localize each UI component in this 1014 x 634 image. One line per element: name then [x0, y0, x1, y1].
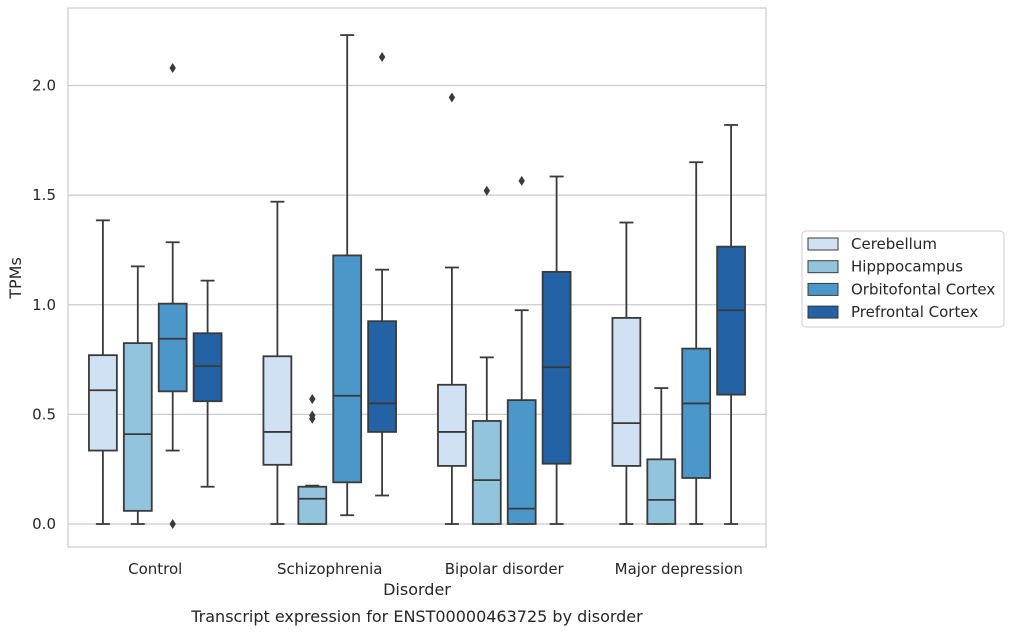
box-iqr: [611, 317, 642, 467]
legend-frame: [801, 230, 1005, 328]
legend-item: Orbitofontal Cortex: [807, 280, 995, 298]
outlier-point: [378, 51, 386, 62]
boxes-layer: [88, 34, 746, 529]
plot-area: [68, 8, 766, 547]
box-cerebellum-schizophrenia: [262, 200, 293, 525]
box-iqr: [122, 342, 153, 512]
legend-label: Hipppocampus: [851, 258, 963, 276]
box-iqr: [646, 458, 677, 525]
legend-swatch: [807, 237, 839, 251]
box-prefrontal-cortex-major-depression: [716, 124, 746, 525]
y-tick-label: 0.0: [32, 515, 56, 533]
box-prefrontal-cortex-control: [192, 279, 223, 488]
legend-label: Cerebellum: [851, 235, 937, 253]
x-tick-label: Major depression: [615, 560, 743, 578]
box-cerebellum-control: [88, 219, 118, 525]
box-orbitofontal-cortex-bipolar-disorder: [506, 175, 537, 525]
box-hipppocampus-bipolar-disorder: [471, 185, 502, 525]
box-hipppocampus-control: [122, 265, 153, 525]
box-prefrontal-cortex-bipolar-disorder: [541, 175, 572, 525]
chart-caption: Transcript expression for ENST0000046372…: [190, 607, 643, 626]
box-cerebellum-bipolar-disorder: [437, 92, 467, 525]
legend-item: Cerebellum: [807, 235, 937, 253]
x-tick-labels: Control Schizophrenia Bipolar disorder Majo…: [128, 560, 743, 578]
box-iqr: [88, 354, 118, 452]
legend-item: Hipppocampus: [807, 258, 963, 276]
box-orbitofontal-cortex-major-depression: [681, 161, 712, 525]
x-tick-label: Bipolar disorder: [445, 560, 565, 578]
box-cerebellum-major-depression: [611, 221, 642, 525]
legend-swatch: [807, 305, 839, 319]
legend-swatch: [807, 260, 839, 274]
box-hipppocampus-schizophrenia: [297, 394, 328, 525]
y-tick-label: 1.5: [32, 186, 56, 204]
box-orbitofontal-cortex-control: [157, 62, 188, 529]
box-prefrontal-cortex-schizophrenia: [367, 51, 397, 497]
y-tick-label: 1.0: [32, 296, 56, 314]
y-tick-label: 2.0: [32, 77, 56, 95]
y-tick-label: 0.5: [32, 405, 56, 423]
box-iqr: [681, 347, 712, 479]
legend-swatch: [807, 282, 839, 296]
box-iqr: [506, 399, 537, 525]
outlier-point: [309, 413, 316, 424]
outlier-point: [169, 62, 176, 73]
box-hipppocampus-major-depression: [646, 387, 677, 525]
legend-label: Orbitofontal Cortex: [851, 280, 995, 298]
x-axis-label: Disorder: [383, 580, 451, 599]
outlier-point: [309, 394, 316, 405]
box-iqr: [437, 383, 467, 467]
legend: Cerebellum Hipppocampus Orbitofontal Corte…: [801, 230, 1005, 328]
outlier-point: [169, 519, 176, 529]
legend-label: Prefrontal Cortex: [851, 303, 978, 321]
box-iqr: [716, 245, 746, 396]
y-tick-labels: 0.0 0.5 1.0 1.5 2.0: [32, 77, 56, 534]
outlier-point: [448, 92, 456, 103]
box-iqr: [471, 420, 502, 525]
box-iqr: [297, 485, 328, 525]
y-axis-label: TPMs: [6, 257, 25, 300]
box-iqr: [367, 320, 397, 433]
outlier-point: [518, 175, 525, 186]
plot-frame: [67, 7, 767, 548]
box-iqr: [262, 355, 293, 466]
box-iqr: [192, 332, 223, 403]
box-iqr: [332, 254, 363, 484]
x-tick-label: Control: [128, 560, 182, 578]
outlier-point: [483, 185, 490, 196]
x-tick-label: Schizophrenia: [277, 560, 382, 578]
legend-item: Prefrontal Cortex: [807, 303, 978, 321]
box-iqr: [157, 302, 188, 393]
box-orbitofontal-cortex-schizophrenia: [332, 34, 363, 517]
